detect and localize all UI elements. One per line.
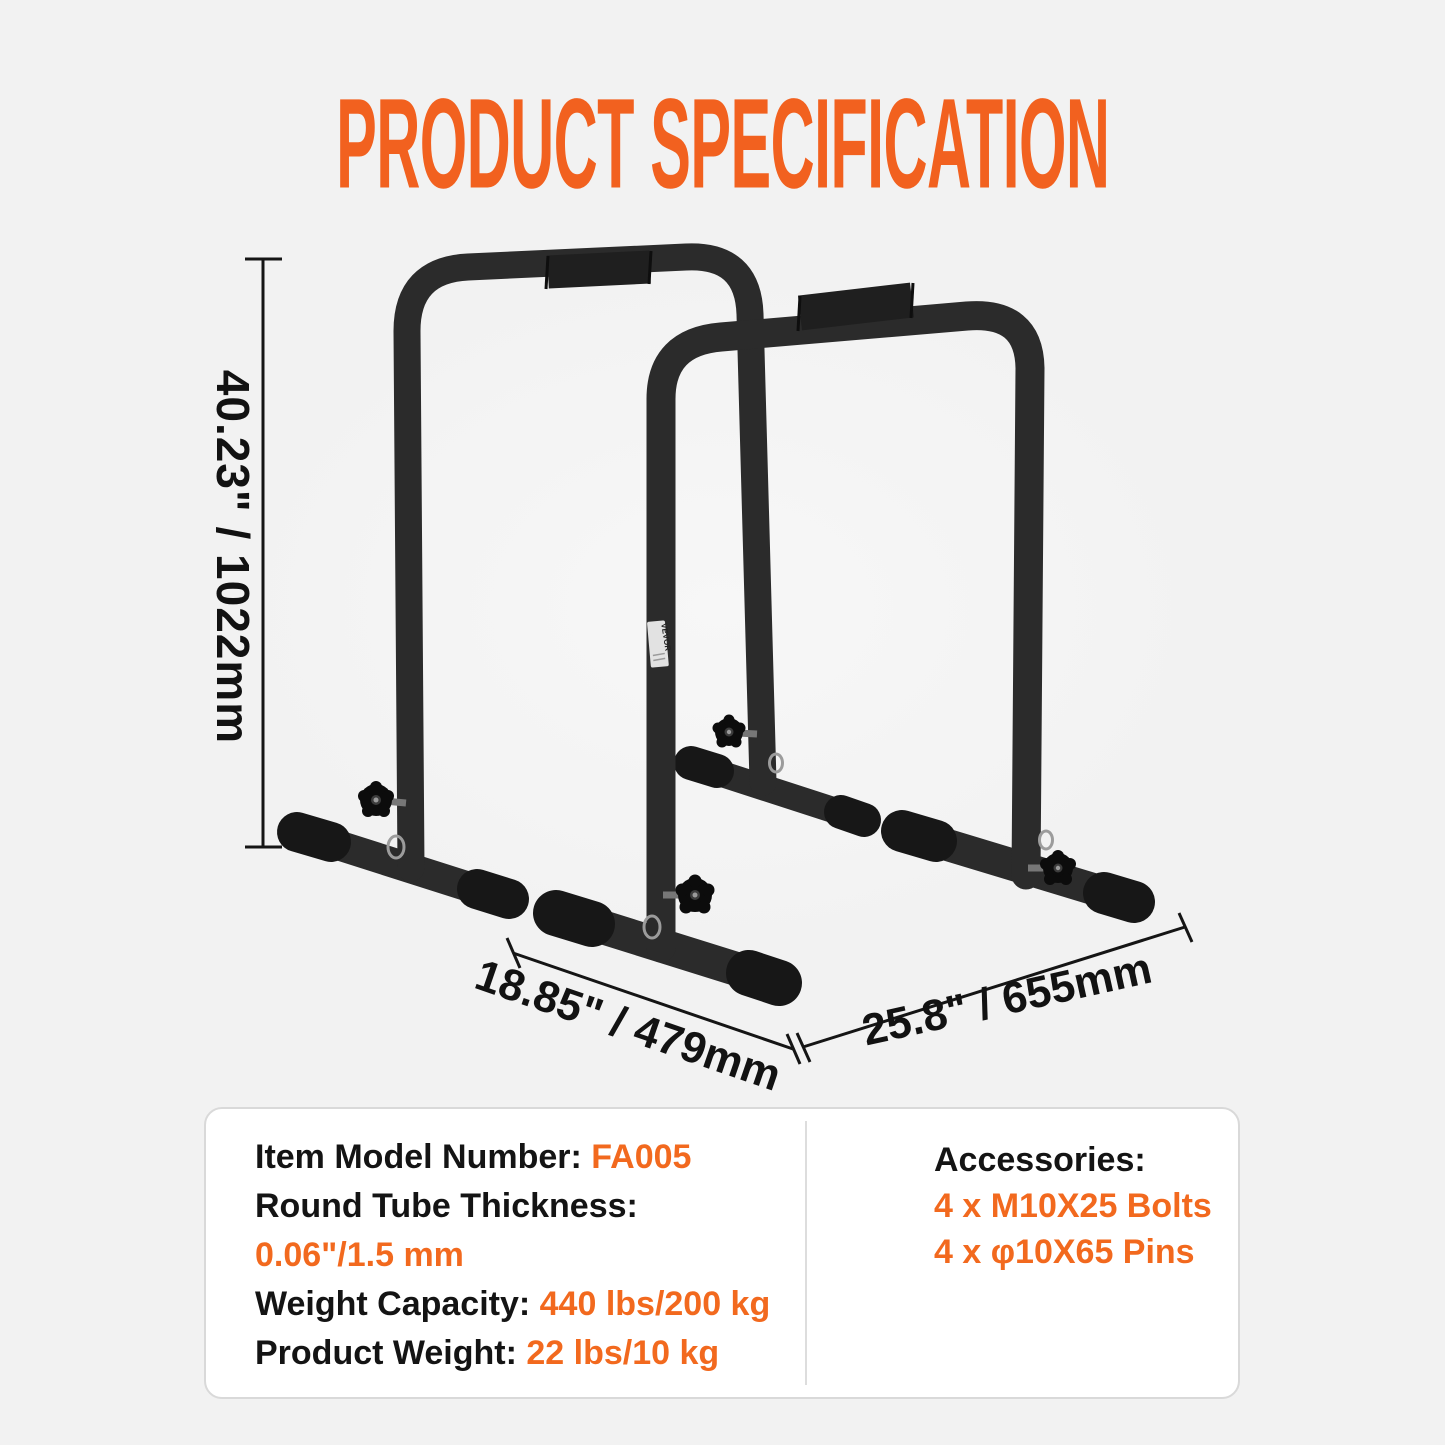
spec-row-pins: 4 x φ10X65 Pins [934, 1229, 1212, 1275]
height-dimension-label: 40.23" / 1022mm [207, 369, 259, 745]
foot-end-cap [726, 950, 802, 1006]
spec-label: Weight Capacity: [255, 1285, 540, 1323]
foot-end-cap [674, 746, 734, 788]
spec-label: Product Weight: [255, 1334, 527, 1372]
adjust-knob [358, 781, 407, 817]
spec-row-weight-capacity: Weight Capacity: 440 lbs/200 kg [255, 1280, 770, 1329]
spec-value: 440 lbs/200 kg [539, 1285, 771, 1323]
height-dimension-line [245, 257, 282, 849]
spec-column-divider [805, 1121, 807, 1385]
foot-end-cap [1083, 872, 1155, 923]
spec-label: Accessories: [934, 1141, 1146, 1179]
r-pin-ring [768, 752, 784, 774]
dimension-end-tick [785, 1033, 802, 1065]
spec-value: 0.06"/1.5 mm [255, 1236, 464, 1274]
foot-end-cap [277, 812, 351, 862]
spec-row-bolts: 4 x M10X25 Bolts [934, 1183, 1212, 1229]
dimension-lines [245, 257, 1194, 1065]
sleeve-seam [544, 255, 550, 290]
spec-value: 4 x M10X25 Bolts [934, 1187, 1212, 1225]
foot-end-cap [824, 795, 881, 837]
foot-end-cap [457, 869, 529, 919]
spec-column-left: Item Model Number: FA005 Round Tube Thic… [255, 1133, 770, 1378]
front-grip-sleeve [797, 282, 915, 331]
rear-dip-bar-frame [277, 243, 881, 919]
rear-right-foot [674, 746, 881, 837]
spec-label: Round Tube Thickness: [255, 1187, 638, 1225]
r-pin-ring [386, 834, 406, 860]
dimension-end-tick [505, 937, 522, 969]
sleeve-seam [909, 282, 915, 319]
width-dimension-line [795, 912, 1194, 1063]
adjust-knob [663, 874, 715, 914]
spec-value: 22 lbs/10 kg [526, 1334, 720, 1372]
foot-end-cap [881, 810, 957, 862]
foot-end-cap [533, 890, 615, 947]
adjust-knob [712, 714, 758, 748]
spec-row-tube-thickness-value: 0.06"/1.5 mm [255, 1231, 770, 1280]
dimension-end-tick [795, 1032, 812, 1063]
vevor-label: VEVOR [647, 620, 672, 668]
vevor-label-text: VEVOR [659, 623, 672, 652]
photo-background [160, 220, 1280, 1080]
spec-value: FA005 [591, 1138, 692, 1176]
sleeve-seam [647, 250, 653, 285]
adjust-knob [1028, 850, 1076, 885]
spec-label: Item Model Number: [255, 1138, 592, 1176]
r-pin-ring [642, 914, 662, 940]
depth-dimension-line [505, 937, 802, 1065]
spec-box: Item Model Number: FA005 Round Tube Thic… [204, 1107, 1240, 1399]
sleeve-seam [796, 295, 802, 332]
spec-row-product-weight: Product Weight: 22 lbs/10 kg [255, 1329, 770, 1378]
front-dip-bar-frame: VEVOR [533, 282, 1155, 1006]
dimension-end-tick [1177, 912, 1194, 943]
page-title: PRODUCT SPECIFICATION [0, 70, 1445, 215]
front-frame-tube [646, 301, 1045, 963]
spec-value: 4 x φ10X65 Pins [934, 1233, 1195, 1271]
rear-grip-sleeve [547, 250, 651, 289]
r-pin-ring [1038, 829, 1054, 851]
spec-row-model: Item Model Number: FA005 [255, 1133, 770, 1182]
spec-row-tube-thickness: Round Tube Thickness: [255, 1182, 770, 1231]
spec-row-accessories: Accessories: [934, 1137, 1212, 1183]
spec-column-right: Accessories: 4 x M10X25 Bolts 4 x φ10X65… [934, 1137, 1212, 1275]
page-title-text: PRODUCT SPECIFICATION [335, 71, 1110, 216]
